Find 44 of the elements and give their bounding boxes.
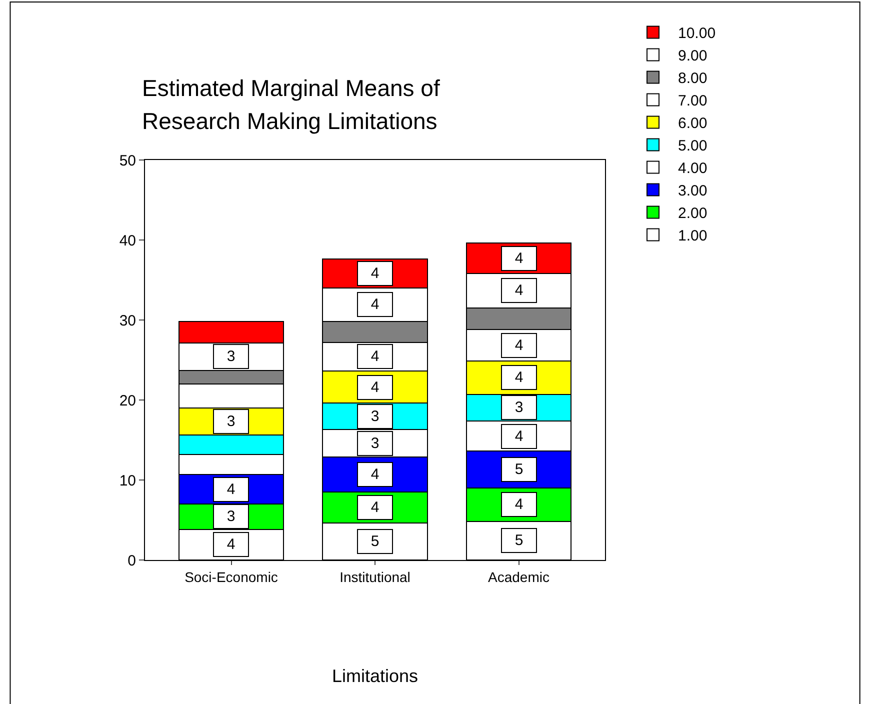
data-label: 4 (370, 265, 380, 282)
data-label: 4 (226, 481, 236, 498)
data-label: 5 (370, 533, 380, 550)
data-label: 4 (514, 496, 524, 513)
data-label: 3 (370, 408, 380, 425)
legend-label: 9.00 (678, 48, 708, 65)
legend-label: 7.00 (678, 92, 708, 110)
data-label: 3 (226, 508, 236, 525)
data-label: 4 (514, 337, 524, 354)
data-label: 4 (514, 282, 524, 299)
data-label: 4 (370, 379, 380, 396)
y-tick-label: 40 (119, 232, 136, 250)
legend-label: 5.00 (678, 138, 708, 155)
data-label: 4 (226, 536, 236, 553)
legend-label: 1.00 (678, 228, 708, 245)
data-label: 3 (226, 348, 236, 365)
y-tick-label: 0 (128, 552, 136, 570)
y-tick-label: 30 (119, 312, 136, 330)
legend-label: 10.00 (678, 25, 716, 42)
data-label: 3 (226, 413, 236, 430)
legend-label: 8.00 (678, 70, 708, 88)
x-tick-label: Institutional (340, 568, 410, 585)
data-label: 4 (370, 296, 380, 313)
data-label: 3 (370, 435, 380, 452)
data-label: 5 (514, 461, 524, 478)
data-label: 5 (514, 532, 524, 549)
y-tick-label: 50 (119, 152, 136, 170)
y-tick-label: 20 (119, 392, 136, 410)
data-label: 3 (514, 399, 524, 416)
data-label: 4 (514, 369, 524, 386)
chart-title: Estimated Marginal Means of Research Making Limitations (142, 75, 440, 134)
legend-label: 4.00 (678, 160, 708, 178)
data-label: 4 (370, 466, 380, 483)
x-axis-title: Limitations (332, 666, 418, 686)
data-label: 4 (514, 428, 524, 445)
legend-label: 3.00 (678, 182, 708, 200)
data-label: 4 (514, 250, 524, 267)
y-tick-label: 10 (119, 472, 136, 490)
data-label: 4 (370, 348, 380, 365)
x-tick-label: Academic (488, 568, 550, 585)
legend-label: 6.00 (678, 115, 708, 132)
x-tick-label: Soci-Economic (184, 568, 278, 585)
data-label: 4 (370, 499, 380, 516)
legend-label: 2.00 (678, 205, 708, 222)
